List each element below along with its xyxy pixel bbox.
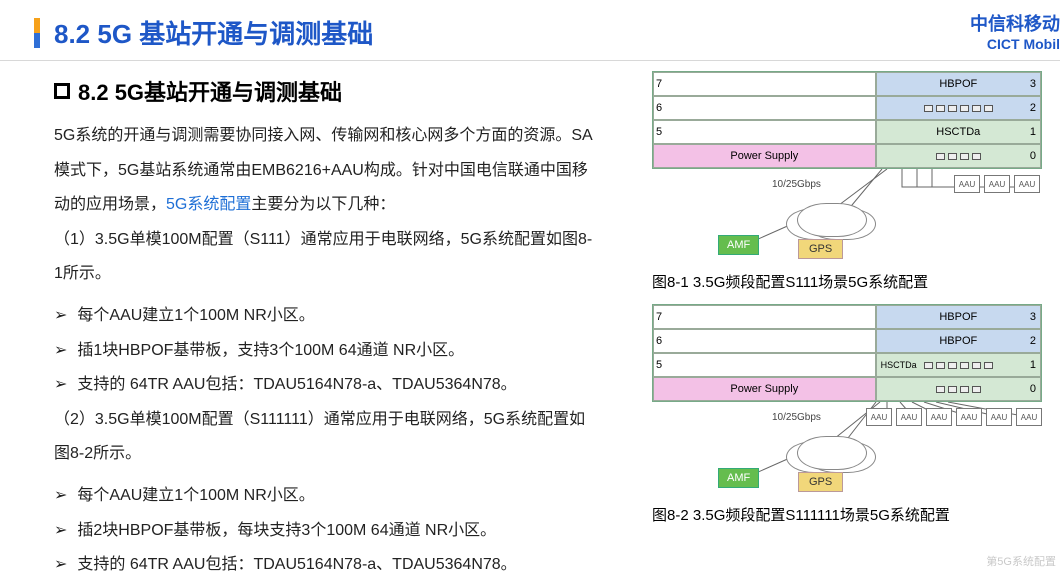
chevron-icon: ➢ bbox=[54, 368, 67, 402]
slot-4-power: Power Supply 4 bbox=[653, 377, 876, 401]
bullet-item: ➢插1块HBPOF基带板，支持3个100M 64通道 NR小区。 bbox=[54, 334, 644, 368]
chevron-icon: ➢ bbox=[54, 299, 67, 333]
diagram-below: 10/25Gbps AMF GPS AAU AAU AAU bbox=[652, 169, 1042, 265]
slot-0: 0 bbox=[876, 144, 1041, 168]
slot-2-hbpof: HBPOF 2 bbox=[876, 329, 1041, 353]
chevron-icon: ➢ bbox=[54, 334, 67, 368]
bullets-group-1: ➢每个AAU建立1个100M NR小区。 ➢插1块HBPOF基带板，支持3个10… bbox=[54, 299, 644, 402]
slot-2: 2 bbox=[876, 96, 1041, 120]
slot-0: 0 bbox=[876, 377, 1041, 401]
left-column: 8.2 5G基站开通与调测基础 5G系统的开通与调测需要协同接入网、传输网和核心… bbox=[54, 71, 644, 582]
bullet-item: ➢每个AAU建立1个100M NR小区。 bbox=[54, 479, 644, 513]
aau-row: AAU AAU AAU bbox=[954, 175, 1040, 193]
chevron-icon: ➢ bbox=[54, 479, 67, 513]
figure-8-2: 7 HBPOF 3 6 HBPOF 2 5 bbox=[652, 304, 1044, 529]
slot-1-hsctda: HSCTDa 1 bbox=[876, 120, 1041, 144]
chevron-icon: ➢ bbox=[54, 514, 67, 548]
link-speed-label: 10/25Gbps bbox=[772, 412, 821, 423]
item-1-line2: 1所示。 bbox=[54, 257, 644, 291]
aau-box: AAU bbox=[896, 408, 922, 426]
para-line: 动的应用场景，5G系统配置主要分为以下几种： bbox=[54, 188, 644, 222]
chevron-icon: ➢ bbox=[54, 548, 67, 582]
bullet-item: ➢支持的 64TR AAU包括：TDAU5164N78-a、TDAU5364N7… bbox=[54, 368, 644, 402]
right-column: 7 HBPOF 3 6 2 5 bbox=[644, 71, 1044, 582]
aau-box: AAU bbox=[986, 408, 1012, 426]
item-2-line1: （2）3.5G单模100M配置（S111111）通常应用于电联网络，5G系统配置… bbox=[54, 403, 644, 437]
page-title: 8.2 5G 基站开通与调测基础 bbox=[54, 14, 373, 51]
intro-paragraph: 5G系统的开通与调测需要协同接入网、传输网和核心网多个方面的资源。SA 模式下，… bbox=[54, 119, 644, 222]
aau-box: AAU bbox=[926, 408, 952, 426]
ports bbox=[936, 153, 981, 160]
aau-box: AAU bbox=[956, 408, 982, 426]
gps-node: GPS bbox=[798, 472, 843, 492]
header: 8.2 5G 基站开通与调测基础 中信科移动 CICT Mobil bbox=[0, 0, 1060, 61]
bullets-group-2: ➢每个AAU建立1个100M NR小区。 ➢插2块HBPOF基带板，每块支持3个… bbox=[54, 479, 644, 582]
amf-node: AMF bbox=[718, 468, 759, 488]
bullet-item: ➢每个AAU建立1个100M NR小区。 bbox=[54, 299, 644, 333]
aau-box: AAU bbox=[1016, 408, 1042, 426]
ports bbox=[924, 105, 993, 112]
content: 8.2 5G基站开通与调测基础 5G系统的开通与调测需要协同接入网、传输网和核心… bbox=[0, 61, 1060, 582]
figure-8-1: 7 HBPOF 3 6 2 5 bbox=[652, 71, 1044, 296]
link-speed-label: 10/25Gbps bbox=[772, 179, 821, 190]
diagram-1: 7 HBPOF 3 6 2 5 bbox=[652, 71, 1042, 265]
diagram-2: 7 HBPOF 3 6 HBPOF 2 5 bbox=[652, 304, 1042, 498]
cloud-icon bbox=[797, 203, 867, 237]
aau-box: AAU bbox=[954, 175, 980, 193]
slot-1-hsctda: HSCTDa 1 bbox=[876, 353, 1041, 377]
item-2-line2: 图8-2所示。 bbox=[54, 437, 644, 471]
rack: 7 HBPOF 3 6 2 5 bbox=[652, 71, 1042, 169]
slot-4-power: Power Supply 4 bbox=[653, 144, 876, 168]
slot-3-hbpof: HBPOF 3 bbox=[876, 72, 1041, 96]
slot-7: 7 bbox=[653, 72, 876, 96]
slot-3-hbpof: HBPOF 3 bbox=[876, 305, 1041, 329]
slot-6: 6 bbox=[653, 96, 876, 120]
diagram-below: 10/25Gbps AMF GPS AAU AAU AAU AAU AAU AA… bbox=[652, 402, 1042, 498]
aau-box: AAU bbox=[984, 175, 1010, 193]
aau-box: AAU bbox=[866, 408, 892, 426]
slot-6: 6 bbox=[653, 329, 876, 353]
logo-en: CICT Mobil bbox=[970, 36, 1060, 53]
aau-row: AAU AAU AAU AAU AAU AAU bbox=[866, 408, 1042, 426]
highlight-text: 5G系统配置 bbox=[166, 196, 251, 213]
gps-node: GPS bbox=[798, 239, 843, 259]
amf-node: AMF bbox=[718, 235, 759, 255]
bullet-item: ➢插2块HBPOF基带板，每块支持3个100M 64通道 NR小区。 bbox=[54, 514, 644, 548]
aau-box: AAU bbox=[1014, 175, 1040, 193]
brand-logo: 中信科移动 CICT Mobil bbox=[970, 14, 1060, 52]
accent-bar bbox=[34, 18, 40, 48]
bullet-item: ➢支持的 64TR AAU包括：TDAU5164N78-a、TDAU5364N7… bbox=[54, 548, 644, 582]
rack: 7 HBPOF 3 6 HBPOF 2 5 bbox=[652, 304, 1042, 402]
para-line: 5G系统的开通与调测需要协同接入网、传输网和核心网多个方面的资源。SA bbox=[54, 119, 644, 153]
logo-cn: 中信科移动 bbox=[970, 14, 1060, 36]
para-line: 模式下，5G基站系统通常由EMB6216+AAU构成。针对中国电信联通中国移 bbox=[54, 154, 644, 188]
cloud-icon bbox=[797, 436, 867, 470]
title-wrap: 8.2 5G 基站开通与调测基础 bbox=[34, 14, 373, 51]
item-1-line1: （1）3.5G单模100M配置（S111）通常应用于电联网络，5G系统配置如图8… bbox=[54, 223, 644, 257]
subtitle-text: 8.2 5G基站开通与调测基础 bbox=[78, 75, 342, 107]
section-subtitle: 8.2 5G基站开通与调测基础 bbox=[54, 75, 644, 107]
watermark-text: 第5G系统配置 bbox=[986, 553, 1056, 569]
slot-7: 7 bbox=[653, 305, 876, 329]
slot-5: 5 bbox=[653, 353, 876, 377]
square-bullet-icon bbox=[54, 83, 70, 99]
slot-5: 5 bbox=[653, 120, 876, 144]
